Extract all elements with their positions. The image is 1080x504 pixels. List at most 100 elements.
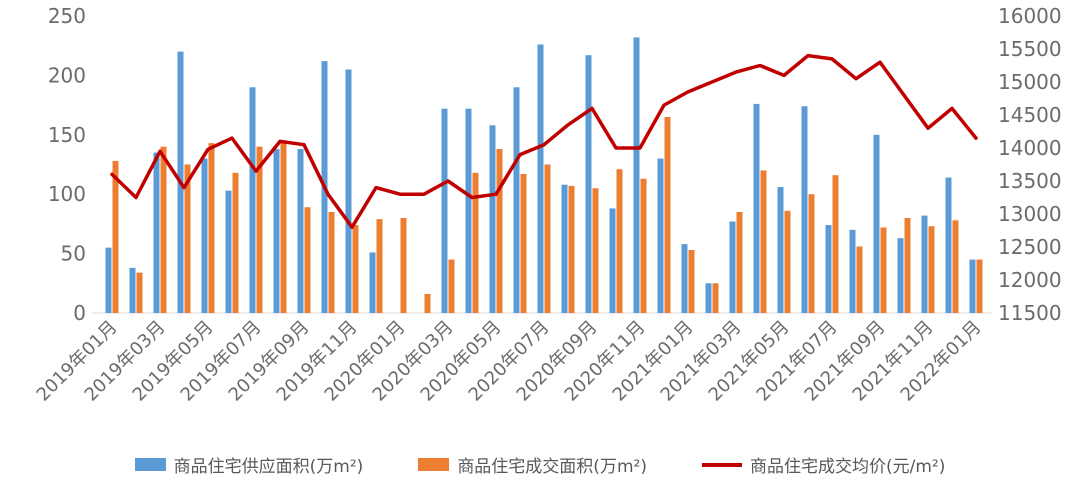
bar [129, 267, 136, 313]
bar [520, 174, 527, 313]
bar [736, 212, 743, 313]
bar [561, 184, 568, 313]
bar [441, 108, 448, 313]
bar [249, 87, 256, 313]
bar [945, 177, 952, 313]
bar [777, 187, 784, 313]
bar [952, 220, 959, 313]
svg-text:14500: 14500 [998, 103, 1062, 127]
bar [921, 215, 928, 313]
bar [712, 283, 719, 313]
bar [568, 185, 575, 313]
bar [609, 208, 616, 313]
svg-text:14000: 14000 [998, 136, 1062, 160]
bar [489, 125, 496, 314]
legend-label-average-price: 商品住宅成交均价(元/m²) [749, 457, 946, 477]
average-price-swatch [701, 462, 742, 467]
bar [256, 146, 263, 313]
svg-text:15500: 15500 [998, 37, 1062, 61]
left-axis-labels: 0 50 100 150 200 250 [48, 4, 86, 325]
svg-text:0: 0 [73, 301, 86, 325]
bar [585, 55, 592, 313]
bar [592, 188, 599, 313]
legend-item-average-price: 商品住宅成交均价(元/m²) [701, 452, 946, 477]
bar [825, 225, 832, 313]
right-axis-labels: 11500 12000 12500 13000 13500 14000 14500 15000… [998, 4, 1062, 325]
bar [544, 164, 551, 313]
x-axis-labels: 2019年01月2019年03月2019年05月2019年07月2019年09月… [33, 317, 986, 406]
svg-text:11500: 11500 [998, 301, 1062, 325]
bar [784, 210, 791, 313]
svg-text:12500: 12500 [998, 235, 1062, 259]
bar [873, 134, 880, 313]
bar [976, 259, 983, 313]
bar [225, 190, 232, 313]
bar [969, 259, 976, 313]
bar [657, 158, 664, 313]
bar [105, 247, 112, 313]
bar [928, 226, 935, 313]
bar [904, 217, 911, 313]
bar [352, 225, 359, 313]
svg-text:50: 50 [61, 242, 86, 266]
bar [400, 217, 407, 313]
bar [280, 140, 287, 313]
bar [465, 108, 472, 313]
svg-text:100: 100 [48, 182, 86, 206]
bar [760, 170, 767, 313]
bar [705, 283, 712, 313]
bar [232, 172, 239, 313]
bar [729, 221, 736, 313]
legend-item-transaction-area: 商品住宅成交面积(万m²) [418, 452, 647, 477]
transaction-area-swatch [418, 458, 450, 471]
bar [328, 212, 335, 313]
bar [849, 229, 856, 313]
bar [616, 169, 623, 313]
bar [208, 143, 215, 313]
bar [832, 175, 839, 313]
bar [424, 293, 431, 313]
bar [688, 250, 695, 313]
price-line [110, 53, 978, 229]
bar [808, 194, 815, 313]
svg-text:12000: 12000 [998, 268, 1062, 292]
bar [496, 149, 503, 313]
bar [753, 103, 760, 313]
bar [297, 149, 304, 313]
bar [304, 207, 311, 313]
bar [448, 259, 455, 313]
bar [184, 164, 191, 313]
chart-legend: 商品住宅供应面积(万m²) 商品住宅成交面积(万m²) 商品住宅成交均价(元/m… [0, 452, 1080, 477]
bar [472, 172, 479, 313]
bar [880, 227, 887, 313]
bar [801, 106, 808, 314]
bar [681, 244, 688, 313]
bar [160, 146, 167, 313]
bar [856, 246, 863, 313]
bar [153, 152, 160, 313]
legend-item-supply-area: 商品住宅供应面积(万m²) [134, 452, 364, 477]
svg-text:15000: 15000 [998, 70, 1062, 94]
svg-text:13000: 13000 [998, 202, 1062, 226]
svg-text:16000: 16000 [998, 4, 1062, 28]
bar [513, 87, 520, 313]
svg-text:150: 150 [48, 123, 86, 147]
legend-label-transaction-area: 商品住宅成交面积(万m²) [457, 457, 647, 477]
bar [369, 252, 376, 313]
supply-area-swatch [134, 458, 166, 471]
svg-text:200: 200 [48, 63, 86, 87]
bar [273, 149, 280, 313]
bar [112, 160, 119, 313]
bar [201, 158, 208, 313]
svg-text:250: 250 [48, 4, 86, 28]
legend-label-supply-area: 商品住宅供应面积(万m²) [173, 457, 364, 477]
bar [664, 116, 671, 313]
bar [633, 37, 640, 313]
bar [640, 178, 647, 313]
bar [897, 238, 904, 313]
bar [537, 44, 544, 314]
bar [376, 219, 383, 313]
svg-text:13500: 13500 [998, 169, 1062, 193]
